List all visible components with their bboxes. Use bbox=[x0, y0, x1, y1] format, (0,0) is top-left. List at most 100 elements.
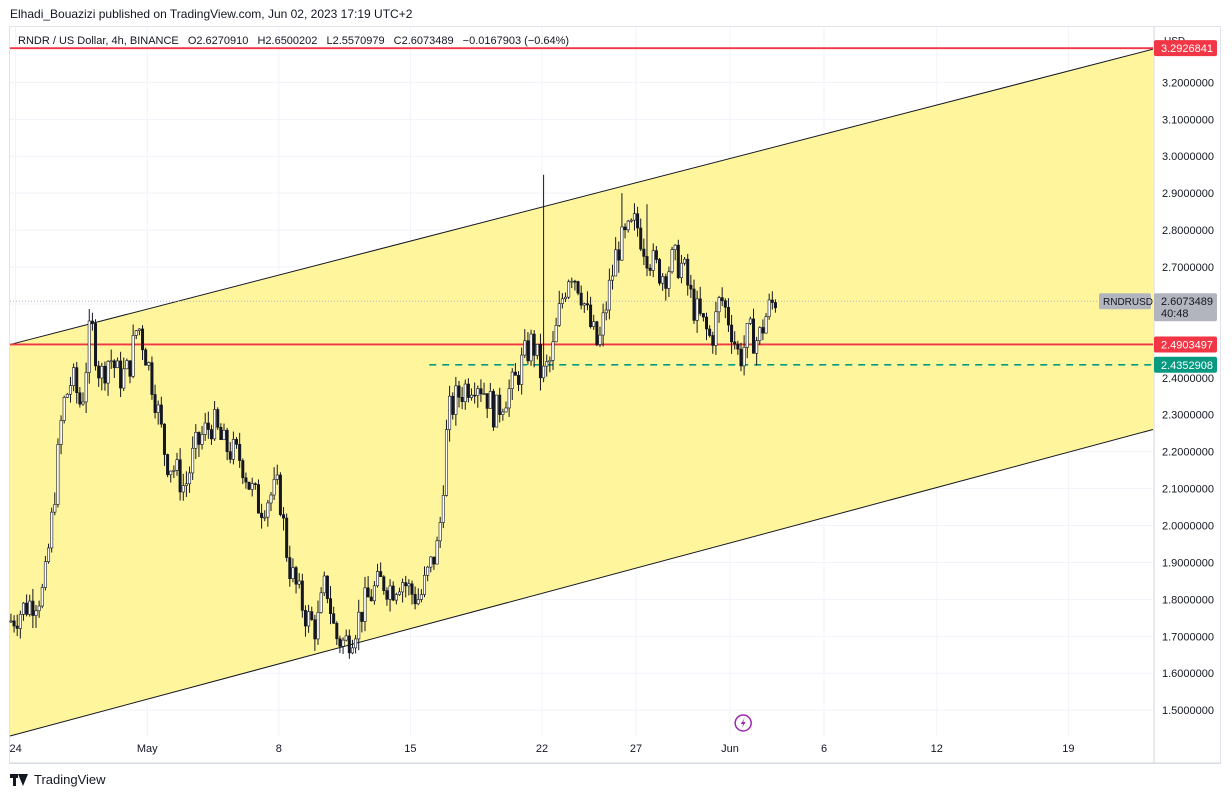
candle-body bbox=[40, 587, 44, 607]
candle-body bbox=[670, 249, 674, 273]
candle-body bbox=[141, 328, 145, 351]
candle-body bbox=[466, 383, 470, 398]
footer: TradingView bbox=[10, 772, 106, 787]
candle-body bbox=[9, 620, 13, 623]
candle-body bbox=[153, 394, 157, 413]
candle-body bbox=[263, 516, 267, 519]
candle-body bbox=[131, 335, 135, 377]
candle-body bbox=[720, 297, 724, 302]
candle-body bbox=[523, 340, 527, 356]
candle-body bbox=[241, 460, 245, 479]
x-tick-label: 19 bbox=[1062, 743, 1074, 755]
candle-body bbox=[733, 341, 737, 345]
legend-low: L2.5570979 bbox=[326, 35, 385, 47]
candle-body bbox=[473, 394, 477, 397]
y-tick-label: 2.3000000 bbox=[1162, 410, 1214, 422]
candle-body bbox=[463, 383, 467, 402]
candle-body bbox=[213, 409, 217, 440]
candle-body bbox=[407, 583, 411, 587]
candle-body bbox=[197, 432, 201, 445]
candle-body bbox=[517, 375, 521, 385]
candle-body bbox=[188, 472, 192, 485]
candle-body bbox=[256, 484, 260, 514]
candle-body bbox=[758, 327, 762, 341]
candle-body bbox=[576, 281, 580, 294]
candle-body bbox=[482, 393, 486, 395]
symbol-tag-label: RNDRUSD bbox=[1103, 297, 1153, 308]
candle-body bbox=[122, 368, 126, 389]
candle-body bbox=[676, 244, 680, 278]
price-tag-value: 3.2926841 bbox=[1161, 43, 1213, 55]
candle-body bbox=[354, 638, 358, 649]
candle-body bbox=[172, 469, 176, 472]
candle-body bbox=[178, 459, 182, 493]
candle-body bbox=[297, 580, 301, 585]
candle-body bbox=[429, 556, 433, 568]
candle-body bbox=[278, 474, 282, 515]
candle-body bbox=[551, 341, 555, 361]
candle-body bbox=[394, 594, 398, 601]
y-tick-label: 3.2000000 bbox=[1162, 77, 1214, 89]
candle-body bbox=[184, 483, 188, 486]
candle-body bbox=[567, 281, 571, 298]
candle-body bbox=[739, 348, 743, 367]
candle-body bbox=[457, 385, 461, 398]
candle-body bbox=[175, 459, 179, 471]
candle-body bbox=[119, 360, 123, 389]
candle-body bbox=[451, 395, 455, 415]
candle-body bbox=[225, 429, 229, 452]
candle-body bbox=[410, 583, 414, 595]
candle-body bbox=[491, 391, 495, 428]
symbol-legend: RNDR / US Dollar, 4h, BINANCE O2.6270910… bbox=[18, 35, 575, 47]
candle-body bbox=[329, 598, 333, 614]
candle-body bbox=[59, 420, 63, 445]
price-tag-box bbox=[1154, 40, 1217, 57]
candle-body bbox=[645, 256, 649, 269]
candle-body bbox=[479, 388, 483, 395]
candle-body bbox=[448, 395, 452, 430]
candle-body bbox=[18, 614, 22, 629]
candle-body bbox=[498, 394, 502, 415]
candle-body bbox=[310, 611, 314, 621]
candle-body bbox=[617, 249, 621, 261]
candle-body bbox=[761, 327, 765, 334]
candle-body bbox=[726, 306, 730, 326]
candle-body bbox=[37, 605, 41, 612]
candle-body bbox=[648, 267, 652, 271]
candle-body bbox=[730, 324, 734, 343]
candle-body bbox=[203, 422, 207, 435]
candle-body bbox=[504, 407, 508, 413]
candle-body bbox=[247, 481, 251, 490]
candle-body bbox=[698, 298, 702, 314]
candle-body bbox=[510, 371, 514, 389]
candle-body bbox=[542, 365, 546, 379]
lightning-bolt-icon bbox=[740, 718, 746, 728]
candle-body bbox=[755, 340, 759, 354]
candle-body bbox=[642, 248, 646, 257]
candle-body bbox=[65, 393, 69, 398]
y-tick-label: 3.0000000 bbox=[1162, 151, 1214, 163]
candle-body bbox=[379, 571, 383, 578]
candle-body bbox=[291, 567, 295, 579]
candle-body bbox=[382, 576, 386, 591]
candle-body bbox=[554, 325, 558, 343]
candle-body bbox=[385, 590, 389, 600]
footer-brand[interactable]: TradingView bbox=[34, 772, 106, 787]
candle-body bbox=[401, 582, 405, 593]
candle-body bbox=[344, 635, 348, 641]
candle-body bbox=[75, 367, 79, 394]
candle-body bbox=[532, 333, 536, 356]
candle-body bbox=[752, 318, 756, 354]
candle-body bbox=[570, 280, 574, 283]
candle-body bbox=[43, 561, 47, 588]
candle-body bbox=[495, 394, 499, 428]
candle-body bbox=[156, 404, 160, 413]
candle-body bbox=[12, 620, 16, 627]
legend-symbol: RNDR / US Dollar, 4h, BINANCE bbox=[18, 35, 179, 47]
candle-body bbox=[34, 610, 38, 616]
candle-body bbox=[285, 517, 289, 558]
candle-body bbox=[219, 427, 223, 440]
candle-body bbox=[137, 328, 141, 331]
price-tag-box bbox=[1154, 336, 1217, 353]
